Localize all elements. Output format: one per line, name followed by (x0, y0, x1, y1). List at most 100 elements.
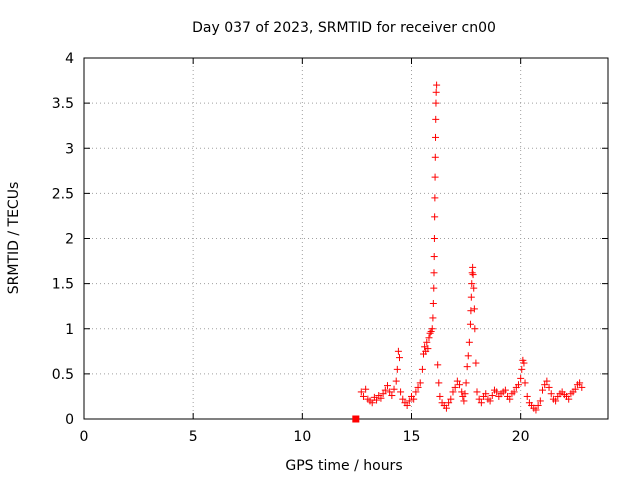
data-point (464, 352, 472, 360)
point-layer (352, 81, 586, 423)
data-point (414, 383, 422, 391)
data-point (472, 359, 480, 367)
tick-layer: 0 5 10 15 20 0 0.5 1 1.5 2 2.5 3 3.5 4 (52, 51, 608, 445)
y-tick-label: 4 (65, 51, 74, 67)
data-point (469, 271, 477, 279)
data-point (432, 115, 440, 123)
data-point (430, 253, 438, 261)
data-point (578, 383, 586, 391)
data-point (517, 374, 525, 382)
data-point (451, 383, 459, 391)
data-point (430, 269, 438, 277)
data-point (373, 396, 381, 404)
data-point (359, 392, 367, 400)
data-point (477, 399, 485, 407)
data-point (388, 392, 396, 400)
data-point (543, 377, 551, 385)
data-point (473, 388, 481, 396)
data-point (431, 213, 439, 221)
data-point (514, 381, 522, 389)
data-point (390, 385, 398, 393)
data-point (493, 388, 501, 396)
data-point (405, 397, 413, 405)
data-point (467, 307, 475, 315)
data-point (379, 390, 387, 398)
data-point (421, 343, 429, 351)
data-point (532, 406, 540, 414)
data-point (460, 397, 468, 405)
data-point (432, 133, 440, 141)
data-point (571, 385, 579, 393)
y-tick-label: 0.5 (52, 367, 74, 383)
data-point (368, 399, 376, 407)
data-point (426, 329, 434, 337)
data-point (465, 338, 473, 346)
data-point (436, 392, 444, 400)
data-point (461, 390, 469, 398)
data-point (547, 390, 555, 398)
data-point (410, 395, 418, 403)
data-point (357, 388, 365, 396)
data-point (475, 395, 483, 403)
data-point (424, 345, 432, 353)
y-tick-label: 1 (65, 322, 74, 338)
data-point (510, 388, 518, 396)
data-point (403, 401, 411, 409)
data-point (431, 173, 439, 181)
x-tick-label: 5 (189, 429, 198, 445)
y-tick-label: 3.5 (52, 96, 74, 112)
data-point (397, 388, 405, 396)
data-point (518, 365, 526, 373)
data-point (466, 320, 474, 328)
data-point (430, 235, 438, 242)
x-tick-label: 10 (293, 429, 311, 445)
data-point (536, 397, 544, 405)
data-point (425, 334, 433, 342)
y-tick-label: 2 (65, 232, 74, 248)
data-point (468, 280, 476, 288)
data-point (488, 392, 496, 400)
data-point (445, 399, 453, 407)
data-point (383, 382, 391, 390)
data-point (412, 388, 420, 396)
data-point (539, 386, 546, 394)
data-point (381, 386, 389, 394)
data-point (435, 379, 443, 387)
data-point (447, 395, 455, 403)
data-point (431, 194, 439, 202)
data-point (434, 361, 442, 369)
data-point (486, 397, 494, 405)
data-point (392, 377, 400, 385)
data-point (552, 397, 560, 405)
data-point (506, 395, 514, 403)
data-point (395, 354, 403, 362)
data-point (576, 379, 584, 387)
y-axis-label: SRMTID / TECUs (6, 182, 22, 295)
y-tick-label: 0 (65, 412, 74, 428)
data-point (467, 293, 475, 301)
data-point (534, 401, 542, 409)
data-point (453, 377, 461, 385)
data-point (520, 359, 528, 367)
data-point (429, 314, 437, 322)
data-point (431, 153, 439, 161)
data-point (501, 386, 509, 394)
data-point (394, 347, 402, 355)
data-point (449, 388, 457, 396)
data-point-square (352, 415, 360, 423)
data-point (433, 81, 441, 89)
data-point (541, 381, 549, 389)
data-point (423, 338, 431, 346)
data-point (418, 365, 426, 373)
data-point (523, 392, 531, 400)
data-point (432, 99, 440, 107)
data-point (469, 263, 477, 271)
data-point (430, 284, 438, 292)
data-point (386, 388, 394, 396)
x-tick-label: 0 (80, 429, 89, 445)
data-point (432, 88, 440, 96)
y-tick-label: 1.5 (52, 277, 74, 293)
x-tick-label: 20 (512, 429, 530, 445)
data-point (428, 325, 436, 333)
